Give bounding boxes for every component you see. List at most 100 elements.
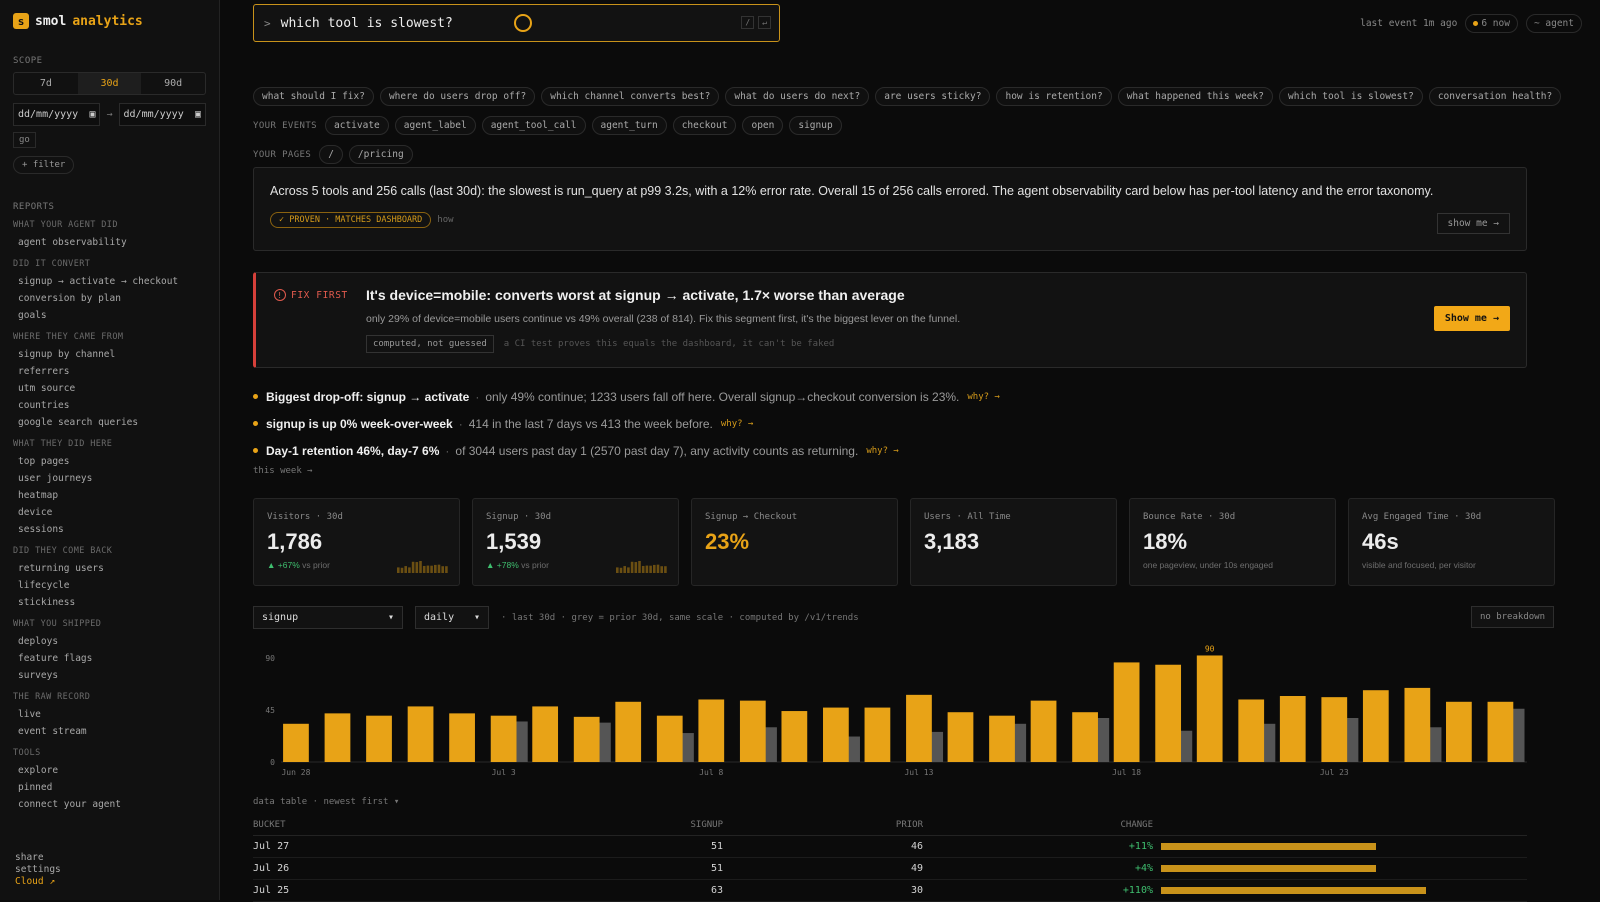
kpi-title: Bounce Rate · 30d	[1143, 512, 1236, 522]
page-chip[interactable]: /pricing	[348, 145, 413, 164]
sidebar-item[interactable]: feature flags	[18, 653, 93, 664]
report-group: where they came from signup by channel ref…	[13, 332, 206, 431]
group-title: what they did here	[13, 439, 113, 449]
suggestion-chip[interactable]: which tool is slowest?	[1278, 87, 1423, 106]
suggestion-chip[interactable]: where do users drop off?	[379, 87, 536, 106]
spark-bar	[664, 566, 667, 573]
kpi-card[interactable]: Bounce Rate · 30d 18% one pageview, under …	[1129, 498, 1336, 586]
brand-name: smol	[35, 13, 67, 29]
sidebar-item[interactable]: stickiness	[18, 597, 76, 608]
separator: ·	[458, 416, 463, 431]
prior-bar	[929, 731, 944, 762]
sidebar-item[interactable]: connect your agent	[18, 799, 121, 810]
kpi-card[interactable]: Signup · 30d 1,539 ▲ +78% vs prior	[472, 498, 679, 586]
kpi-card[interactable]: Visitors · 30d 1,786 ▲ +67% vs prior	[253, 498, 460, 586]
spark-bar	[426, 565, 430, 573]
this-week-link[interactable]: this week →	[253, 466, 313, 476]
sidebar-item[interactable]: lifecycle	[18, 580, 70, 591]
answer-show-me-button[interactable]: show me →	[1436, 213, 1510, 234]
sidebar-item[interactable]: signup by channel	[18, 349, 116, 360]
interval-select[interactable]: daily ▾	[415, 606, 489, 629]
sidebar-item[interactable]: surveys	[18, 670, 59, 681]
how-link[interactable]: how	[437, 215, 454, 225]
suggestion-chip[interactable]: what do users do next?	[725, 87, 870, 106]
kpi-delta: ▲ +78%	[486, 560, 519, 570]
go-button[interactable]: go	[13, 132, 36, 148]
event-select[interactable]: signup ▾	[253, 606, 403, 629]
x-tick-label: Jul 13	[904, 768, 933, 777]
table-row[interactable]: Jul 26 51 49 +4%	[253, 858, 1527, 880]
why-link[interactable]: why? →	[967, 391, 1000, 402]
event-chip[interactable]: checkout	[672, 116, 737, 135]
suggestion-chip[interactable]: how is retention?	[996, 87, 1112, 106]
share-link[interactable]: share	[15, 852, 44, 863]
add-filter-button[interactable]: + filter	[13, 156, 75, 174]
sidebar-item[interactable]: conversion by plan	[18, 293, 121, 304]
sidebar-item[interactable]: agent observability	[18, 237, 127, 248]
sidebar-item[interactable]: heatmap	[18, 490, 59, 501]
group-title: tools	[13, 748, 41, 758]
table-row[interactable]: Jul 25 63 30 +110%	[253, 880, 1527, 902]
date-from-input[interactable]: dd/mm/yyyy ▣	[13, 103, 101, 126]
signup-bar	[532, 706, 559, 762]
sidebar-item[interactable]: event stream	[18, 726, 87, 737]
brand[interactable]: s smol analytics	[13, 12, 206, 30]
sidebar-item[interactable]: referrers	[18, 366, 70, 377]
event-chip[interactable]: open	[742, 116, 784, 135]
sidebar-item[interactable]: countries	[18, 400, 70, 411]
sidebar-item[interactable]: returning users	[18, 563, 104, 574]
event-chip[interactable]: agent_tool_call	[481, 116, 586, 135]
sidebar-item[interactable]: pinned	[18, 782, 53, 793]
spark-bar	[408, 567, 411, 573]
signup-bar	[324, 713, 351, 762]
sidebar-item[interactable]: deploys	[18, 636, 59, 647]
breakdown-button[interactable]: no breakdown	[1470, 606, 1554, 628]
event-chip[interactable]: agent_turn	[591, 116, 667, 135]
scope-7d[interactable]: 7d	[39, 78, 52, 89]
event-chip[interactable]: signup	[789, 116, 842, 135]
settings-link[interactable]: settings	[15, 864, 61, 875]
sidebar-item[interactable]: top pages	[18, 456, 70, 467]
suggestion-chip[interactable]: are users sticky?	[875, 87, 991, 106]
suggestion-chip[interactable]: conversation health?	[1428, 87, 1562, 106]
suggestion-chip[interactable]: what happened this week?	[1117, 87, 1273, 106]
suggestion-chip[interactable]: which channel converts best?	[541, 87, 720, 106]
spark-bar	[656, 564, 660, 573]
cloud-link[interactable]: Cloud ↗	[15, 876, 56, 887]
sidebar-item[interactable]: device	[18, 507, 53, 518]
query-input[interactable]: > which tool is slowest? / ↵	[253, 4, 780, 42]
date-to-input[interactable]: dd/mm/yyyy ▣	[118, 103, 206, 126]
scope-30d[interactable]: 30d	[77, 73, 142, 94]
sidebar-item[interactable]: explore	[18, 765, 59, 776]
signup-bar	[1404, 687, 1431, 762]
scope-90d[interactable]: 90d	[164, 78, 183, 89]
table-row[interactable]: Jul 27 51 46 +11%	[253, 836, 1527, 858]
kpi-sub: visible and focused, per visitor	[1362, 560, 1476, 570]
sidebar-item[interactable]: signup → activate → checkout	[18, 276, 179, 287]
computed-badge: computed, not guessed	[366, 335, 494, 353]
sidebar-item[interactable]: utm source	[18, 383, 76, 394]
sparkline	[616, 561, 667, 573]
kpi-card[interactable]: Avg Engaged Time · 30d 46s visible and foc…	[1348, 498, 1555, 586]
sidebar-item[interactable]: google search queries	[18, 417, 139, 428]
spark-bar	[434, 564, 437, 573]
fix-first-tag: ! FIX FIRST	[274, 289, 348, 301]
live-now-badge[interactable]: 6 now	[1465, 14, 1518, 33]
sidebar-item[interactable]: user journeys	[18, 473, 93, 484]
why-link[interactable]: why? →	[720, 418, 754, 429]
agent-button[interactable]: ~ agent	[1525, 14, 1582, 33]
event-chip[interactable]: agent_label	[394, 116, 476, 135]
suggestion-chip[interactable]: what should I fix?	[253, 87, 374, 106]
event-chip[interactable]: activate	[325, 116, 389, 135]
fix-tag-label: FIX FIRST	[291, 289, 348, 301]
kpi-card[interactable]: Users · All Time 3,183	[910, 498, 1117, 586]
sidebar-item[interactable]: goals	[18, 310, 47, 321]
spark-bar	[619, 567, 623, 573]
kpi-card[interactable]: Signup → Checkout 23%	[691, 498, 898, 586]
why-link[interactable]: why? →	[866, 445, 899, 456]
sidebar-item[interactable]: sessions	[18, 524, 64, 535]
fix-show-me-button[interactable]: Show me →	[1433, 306, 1510, 331]
sidebar-item[interactable]: live	[18, 709, 41, 720]
data-table-label[interactable]: data table · newest first ▾	[253, 797, 400, 807]
page-chip[interactable]: /	[319, 145, 343, 164]
